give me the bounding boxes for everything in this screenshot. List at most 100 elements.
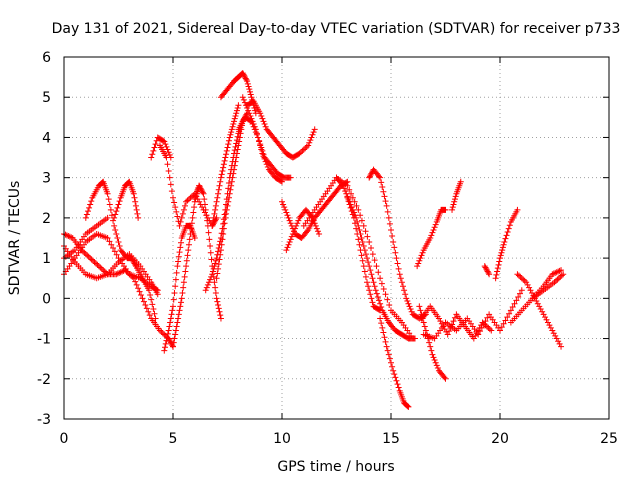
- data-point: [161, 347, 168, 354]
- data-point: [379, 184, 386, 191]
- data-point: [165, 167, 172, 174]
- data-point: [220, 230, 227, 237]
- series-arc31: [481, 263, 493, 278]
- data-point: [421, 323, 428, 330]
- data-point: [163, 143, 170, 150]
- data-point: [217, 312, 224, 319]
- data-point: [367, 171, 374, 178]
- data-point: [167, 181, 174, 188]
- data-point: [175, 258, 182, 265]
- data-point: [201, 201, 208, 208]
- data-point: [377, 174, 384, 181]
- data-point: [536, 303, 543, 310]
- data-point: [127, 272, 134, 279]
- data-point: [252, 129, 259, 136]
- data-point: [163, 337, 170, 344]
- data-point: [371, 283, 378, 290]
- data-point: [120, 267, 127, 274]
- data-point: [499, 244, 506, 251]
- series-arc26: [414, 206, 449, 270]
- data-point: [224, 202, 231, 209]
- data-point: [257, 141, 264, 148]
- data-point: [555, 268, 562, 275]
- data-point: [189, 214, 196, 221]
- data-point: [495, 261, 502, 268]
- data-point: [115, 239, 122, 246]
- data-point: [236, 134, 243, 141]
- data-point: [66, 233, 73, 240]
- data-point: [407, 306, 414, 313]
- data-point: [162, 344, 169, 351]
- data-point: [393, 255, 400, 262]
- data-point: [483, 323, 490, 330]
- data-point: [204, 214, 211, 221]
- data-point: [220, 225, 227, 232]
- data-point: [247, 91, 254, 98]
- data-point: [258, 144, 265, 151]
- data-point: [163, 154, 170, 161]
- data-point: [389, 232, 396, 239]
- data-point: [365, 283, 372, 290]
- data-point: [258, 112, 265, 119]
- data-point: [340, 182, 347, 189]
- data-point: [175, 253, 182, 260]
- data-point: [172, 331, 179, 338]
- data-point: [416, 257, 423, 264]
- data-point: [217, 251, 224, 258]
- data-point: [177, 239, 184, 246]
- data-point: [226, 134, 233, 141]
- data-point: [87, 255, 94, 262]
- data-point: [353, 202, 360, 209]
- data-point: [231, 147, 238, 154]
- series-arc15: [217, 70, 259, 117]
- data-point: [65, 232, 72, 239]
- data-point: [87, 201, 94, 208]
- data-point: [558, 343, 565, 350]
- data-point: [280, 201, 287, 208]
- data-point: [314, 228, 321, 235]
- data-point: [414, 263, 421, 270]
- data-point: [202, 287, 209, 294]
- data-point: [451, 196, 458, 203]
- data-point: [201, 196, 208, 203]
- data-point: [558, 267, 565, 274]
- series-arc33: [507, 271, 567, 326]
- data-point: [446, 328, 453, 335]
- data-point: [175, 311, 182, 318]
- data-point: [393, 377, 400, 384]
- data-point: [112, 226, 119, 233]
- data-point: [551, 279, 558, 286]
- data-point: [111, 248, 118, 255]
- data-point: [101, 268, 108, 275]
- data-point: [485, 324, 492, 331]
- data-point: [213, 295, 220, 302]
- data-point: [116, 198, 123, 205]
- data-point: [213, 198, 220, 205]
- data-point: [182, 268, 189, 275]
- plot-frame: [63, 56, 610, 420]
- data-point: [162, 340, 169, 347]
- data-point: [215, 261, 222, 268]
- data-point: [209, 222, 216, 229]
- data-point: [227, 186, 234, 193]
- data-point: [556, 340, 563, 347]
- data-point: [232, 158, 239, 165]
- data-point: [253, 131, 260, 138]
- data-point: [138, 291, 145, 298]
- data-point: [229, 174, 236, 181]
- data-point: [376, 297, 383, 304]
- data-point: [452, 193, 459, 200]
- data-point: [210, 214, 217, 221]
- data-point: [177, 299, 184, 306]
- data-point: [221, 157, 228, 164]
- data-point: [511, 300, 518, 307]
- data-point: [97, 264, 104, 271]
- data-point: [509, 304, 516, 311]
- data-point: [435, 315, 442, 322]
- series-arc29: [418, 303, 495, 342]
- data-point: [555, 338, 562, 345]
- y-axis-label: SDTVAR / TECUs: [7, 181, 23, 296]
- data-point: [514, 271, 521, 278]
- data-point: [518, 287, 525, 294]
